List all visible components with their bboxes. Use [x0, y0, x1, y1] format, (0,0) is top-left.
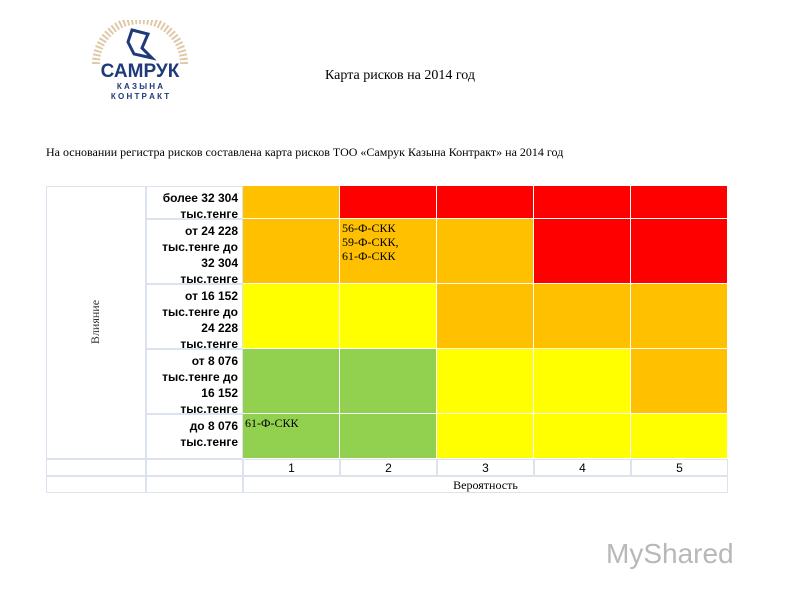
risk-cell: [437, 186, 534, 219]
logo-text: САМРУК: [100, 61, 180, 82]
column-number: 4: [534, 459, 631, 476]
row-axis-label: Влияние: [88, 299, 102, 345]
logo: САМРУК К А З Ы Н А К О Н Т Р А К Т: [92, 16, 188, 101]
row-label: от 8 076 тыс.тенге до 16 152 тыс.тенге: [146, 349, 243, 416]
risk-cell: [340, 186, 437, 219]
logo-text: К О Н Т Р А К Т: [110, 92, 170, 101]
logo-emblem: [92, 16, 188, 65]
blank-cell: [146, 459, 243, 476]
cell-text: 61-Ф-СКК: [342, 249, 396, 263]
risk-cell: [437, 284, 534, 349]
cell-text: 61-Ф-СКК: [245, 416, 299, 430]
risk-cell: [534, 414, 631, 459]
row-axis: [46, 186, 146, 459]
risk-cell: [340, 349, 437, 414]
column-number: 1: [243, 459, 340, 476]
risk-cell: [340, 414, 437, 459]
risk-cell: [437, 349, 534, 414]
risk-cell: [437, 219, 534, 284]
risk-cell: [243, 349, 340, 414]
risk-cell: [534, 219, 631, 284]
risk-cell: [243, 219, 340, 284]
column-number: 3: [437, 459, 534, 476]
row-label: более 32 304 тыс.тенге: [146, 186, 243, 221]
column-number: 2: [340, 459, 437, 476]
blank-cell: [146, 476, 243, 493]
risk-cell: [534, 186, 631, 219]
risk-cell: [534, 349, 631, 414]
risk-cell: [631, 349, 728, 414]
column-number: 5: [631, 459, 728, 476]
risk-cell: [534, 284, 631, 349]
cell-text: 56-Ф-СКК: [342, 221, 396, 235]
risk-cell: [243, 186, 340, 219]
blank-cell: [46, 459, 146, 476]
risk-cell: 56-Ф-СКК 59-Ф-СКК, 61-Ф-СКК: [340, 219, 437, 284]
intro: На основании регистра рисков составлена …: [46, 145, 564, 159]
watermark: MyShared: [606, 538, 734, 569]
risk-cell: [631, 186, 728, 219]
risk-cell: [340, 284, 437, 349]
logo-text: К А З Ы Н А: [116, 82, 164, 91]
risk-cell: [631, 219, 728, 284]
row-label: от 16 152 тыс.тенге до 24 228 тыс.тенге: [146, 284, 243, 351]
risk-cell: [243, 284, 340, 349]
row-label: от 24 228 тыс.тенге до 32 304 тыс.тенге: [146, 219, 243, 286]
risk-cell: 61-Ф-СКК: [243, 414, 340, 459]
risk-cell: [437, 414, 534, 459]
title: Карта рисков на 2014 год: [325, 68, 475, 83]
blank-cell: [46, 476, 146, 493]
cell-text: 59-Ф-СКК,: [342, 235, 399, 249]
risk-cell: [631, 284, 728, 349]
column-axis-label: Вероятность: [243, 476, 728, 493]
risk-cell: [631, 414, 728, 459]
row-label: до 8 076 тыс.тенге: [146, 414, 243, 459]
